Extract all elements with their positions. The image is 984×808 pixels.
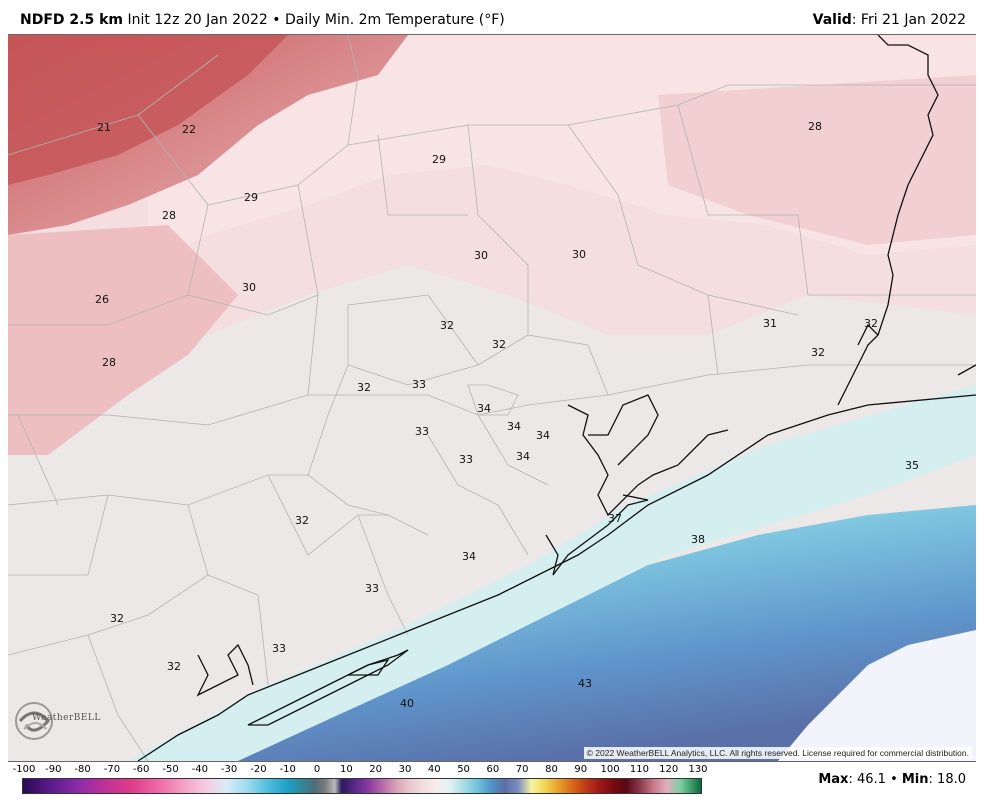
temp-label: 35 — [905, 459, 919, 472]
temp-label: 34 — [536, 429, 550, 442]
colorbar-tick-label: 120 — [659, 764, 679, 775]
temp-label: 22 — [182, 123, 196, 136]
temp-label: 34 — [507, 420, 521, 433]
temp-label: 29 — [432, 153, 446, 166]
title-separator: • — [272, 12, 281, 28]
map-canvas: 21 22 29 29 28 28 30 30 30 26 28 32 32 3… — [8, 35, 976, 761]
temp-label: 33 — [272, 642, 286, 655]
colorbar-tick-label: -80 — [74, 764, 91, 775]
colorbar-tick-label: 30 — [398, 764, 412, 775]
colorbar-tick-label: 50 — [457, 764, 470, 775]
temp-label: 32 — [864, 317, 878, 330]
min-value: : 18.0 — [928, 772, 966, 787]
temp-label: 32 — [440, 319, 454, 332]
init-time: Init 12z 20 Jan 2022 — [127, 12, 268, 28]
max-min-stats: Max: 46.1 • Min: 18.0 — [818, 772, 966, 787]
temp-label: 30 — [572, 248, 586, 261]
temp-label: 28 — [808, 120, 822, 133]
temp-label: 30 — [474, 249, 488, 262]
colorbar-tick-label: -40 — [191, 764, 208, 775]
temp-label: 29 — [244, 191, 258, 204]
stats-separator: • — [890, 772, 898, 787]
colorbar-tick-label: 90 — [574, 764, 588, 775]
legend: -100 -90 -80 -70 -60 -50 -40 -30 -20 -10 0 10 20 30 40… — [0, 760, 984, 808]
colorbar-tick-label: 130 — [688, 764, 708, 775]
temp-label: 32 — [811, 346, 825, 359]
temp-label: 34 — [477, 402, 491, 415]
county-borders — [8, 35, 976, 761]
colorbar-tick-label: 0 — [313, 764, 321, 775]
colorbar-tick-label: 10 — [339, 764, 353, 775]
colorbar-tick-label: 70 — [515, 764, 529, 775]
temp-label: 33 — [412, 378, 426, 391]
copyright-notice: © 2022 WeatherBELL Analytics, LLC. All r… — [583, 747, 972, 759]
temp-label: 30 — [242, 281, 256, 294]
temp-label: 37 — [608, 512, 622, 525]
temp-label: 21 — [97, 121, 111, 134]
colorbar-tick-label: -10 — [279, 764, 296, 775]
temp-label: 32 — [492, 338, 506, 351]
colorbar-tick-label: -70 — [103, 764, 121, 775]
temp-label: 38 — [691, 533, 705, 546]
temp-label: 34 — [516, 450, 530, 463]
colorbar-tick-label: 60 — [486, 764, 500, 775]
colorbar-tick-labels: -100 -90 -80 -70 -60 -50 -40 -30 -20 -10 0 10 20 30 40… — [0, 764, 760, 778]
map-title: NDFD 2.5 km Init 12z 20 Jan 2022 • Daily… — [20, 12, 505, 28]
temperature-map[interactable]: 21 22 29 29 28 28 30 30 30 26 28 32 32 3… — [8, 34, 976, 762]
swirl-logo-icon — [15, 702, 53, 740]
weatherbell-logo: WeatherBELL — [12, 699, 102, 749]
temp-label: 34 — [462, 550, 476, 563]
colorbar-tick-label: 100 — [600, 764, 620, 775]
header: NDFD 2.5 km Init 12z 20 Jan 2022 • Daily… — [0, 0, 984, 34]
temp-label: 40 — [400, 697, 414, 710]
min-label: Min — [901, 772, 929, 787]
temp-label: 32 — [295, 514, 309, 527]
valid-time: Valid: Fri 21 Jan 2022 — [813, 12, 966, 28]
colorbar-tick-label: -20 — [250, 764, 267, 775]
colorbar-tick-label: 40 — [427, 764, 441, 775]
temp-label: 32 — [110, 612, 124, 625]
max-label: Max — [818, 772, 849, 787]
temp-label: 33 — [415, 425, 429, 438]
temp-label: 26 — [95, 293, 109, 306]
colorbar-tick-label: 20 — [369, 764, 383, 775]
temp-label: 33 — [459, 453, 473, 466]
temp-label: 31 — [763, 317, 777, 330]
coastline — [137, 35, 976, 761]
colorbar-tick-label: -100 — [12, 764, 36, 775]
colorbar-tick-label: -30 — [220, 764, 238, 775]
temperature-labels: 21 22 29 29 28 28 30 30 30 26 28 32 32 3… — [95, 120, 919, 710]
temp-label: 32 — [167, 660, 181, 673]
max-value: : 46.1 — [848, 772, 886, 787]
colorbar — [22, 778, 702, 794]
logo-text: WeatherBELL — [32, 713, 101, 723]
colorbar-tick-label: -50 — [162, 764, 179, 775]
valid-label: Valid — [812, 12, 852, 28]
colorbar-tick-label: -60 — [133, 764, 150, 775]
temp-label: 43 — [578, 677, 592, 690]
temp-label: 28 — [102, 356, 116, 369]
model-name: NDFD 2.5 km — [20, 12, 123, 28]
valid-value: : Fri 21 Jan 2022 — [851, 12, 966, 28]
temp-label: 33 — [365, 582, 379, 595]
temp-label: 28 — [162, 209, 176, 222]
temp-label: 32 — [357, 381, 371, 394]
product-name: Daily Min. 2m Temperature (°F) — [284, 12, 505, 28]
colorbar-tick-label: 80 — [545, 764, 558, 775]
colorbar-tick-label: 110 — [629, 764, 649, 775]
colorbar-tick-label: -90 — [45, 764, 62, 775]
